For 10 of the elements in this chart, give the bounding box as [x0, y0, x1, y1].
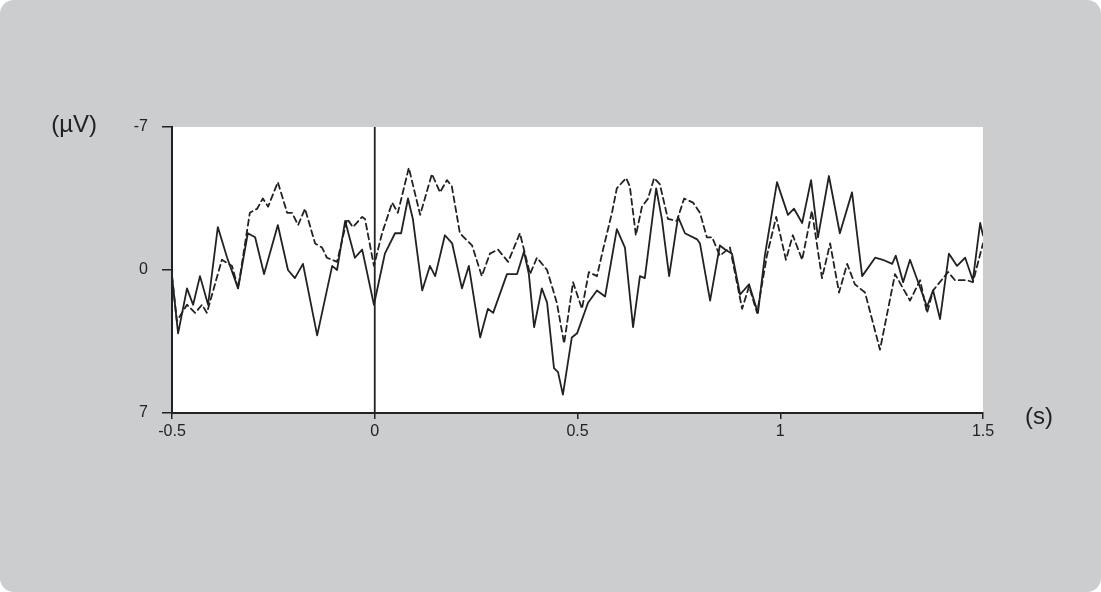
- x-axis-title: (s): [1025, 401, 1053, 429]
- y-tick-label: -7: [133, 117, 149, 135]
- x-tick-label: 1: [775, 422, 785, 440]
- x-tick-label: -0.5: [158, 422, 186, 440]
- y-tick-label: 7: [139, 403, 149, 421]
- x-tick-label: 0.5: [566, 422, 589, 440]
- y-tick-label: 0: [139, 260, 149, 278]
- x-tick-label: 1.5: [971, 422, 995, 440]
- x-tick-label: 0: [370, 422, 380, 440]
- y-axis-title: (µV): [51, 109, 97, 137]
